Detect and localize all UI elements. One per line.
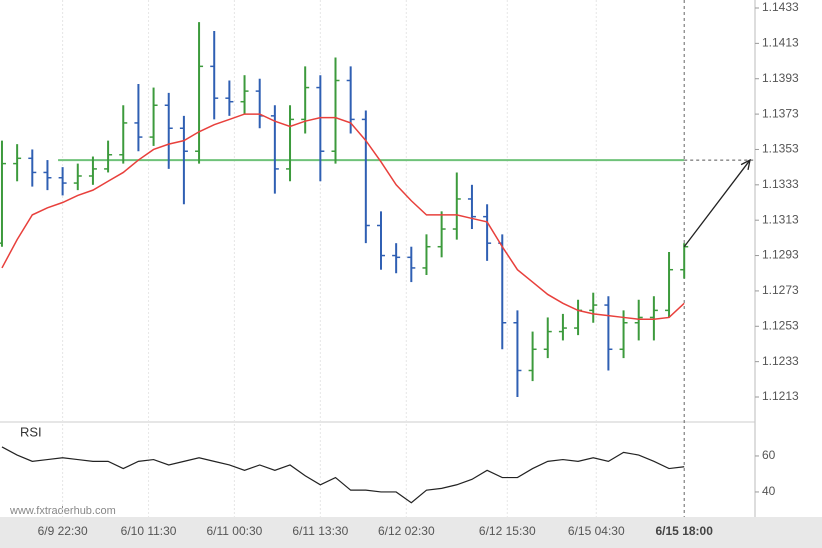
y-tick-label: 1.1313 [762, 212, 799, 226]
y-tick-label: 60 [762, 448, 776, 462]
y-tick-label: 1.1293 [762, 248, 799, 262]
x-axis-band [0, 517, 822, 548]
y-tick-label: 1.1433 [762, 0, 799, 14]
y-tick-label: 40 [762, 484, 776, 498]
rsi-label: RSI [20, 424, 42, 439]
y-tick-label: 1.1353 [762, 142, 799, 156]
x-tick-label: 6/10 11:30 [121, 524, 177, 538]
x-tick-label: 6/12 15:30 [479, 524, 536, 538]
x-tick-label: 6/11 00:30 [206, 524, 262, 538]
forecast-arrow [683, 159, 751, 248]
y-tick-label: 1.1213 [762, 389, 799, 403]
y-tick-label: 1.1413 [762, 36, 799, 50]
arrow-head [740, 158, 751, 170]
y-tick-label: 1.1253 [762, 318, 799, 332]
y-tick-label: 1.1233 [762, 354, 799, 368]
y-tick-label: 1.1393 [762, 71, 799, 85]
x-tick-label: 6/9 22:30 [38, 524, 88, 538]
x-tick-label: 6/15 18:00 [656, 524, 714, 538]
rsi-line [1, 446, 685, 504]
y-axis-band [755, 0, 822, 517]
y-tick-label: 1.1333 [762, 177, 799, 191]
watermark: www.fxtraderhub.com [9, 505, 116, 517]
x-tick-label: 6/11 13:30 [292, 524, 348, 538]
y-tick-label: 1.1373 [762, 106, 799, 120]
moving-average [1, 113, 685, 320]
y-tick-label: 1.1273 [762, 283, 799, 297]
x-tick-label: 6/15 04:30 [568, 524, 625, 538]
x-tick-label: 6/12 02:30 [378, 524, 435, 538]
